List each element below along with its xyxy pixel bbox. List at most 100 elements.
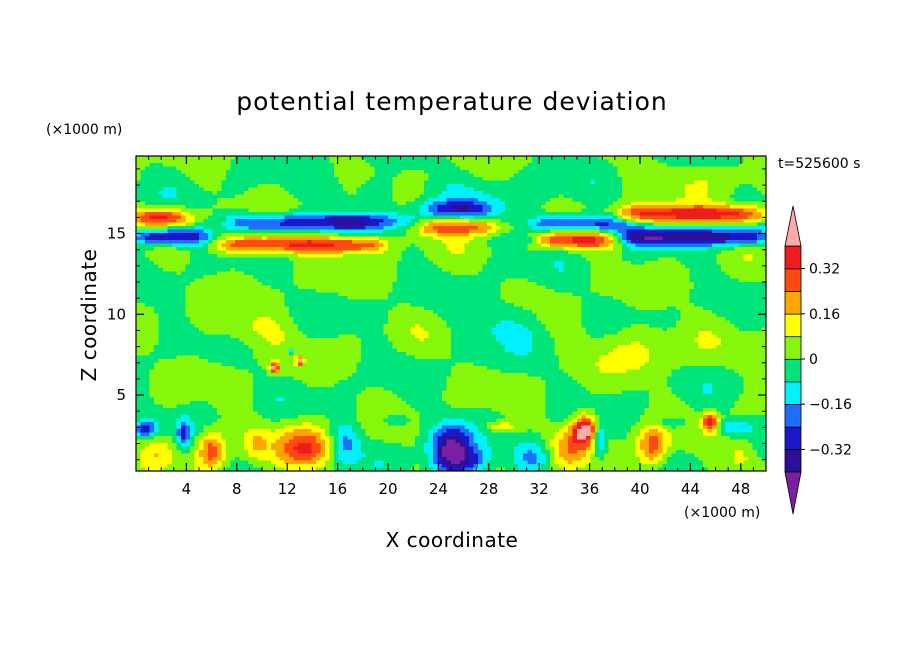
heatmap-cell	[451, 327, 493, 332]
heatmap-cell	[433, 453, 439, 458]
heatmap-cell	[491, 446, 515, 451]
heatmap-cell	[347, 191, 358, 196]
heatmap-cell	[469, 450, 475, 455]
heatmap-cell	[235, 194, 295, 199]
heatmap-cell	[680, 397, 740, 402]
heatmap-cell	[725, 422, 749, 427]
heatmap-cell	[640, 460, 659, 465]
heatmap-cell	[595, 446, 601, 451]
heatmap-cell	[221, 443, 227, 448]
heatmap-cell	[496, 418, 551, 423]
heatmap-cell	[410, 219, 421, 224]
heatmap-cell	[478, 457, 484, 462]
heatmap-cell	[194, 443, 200, 448]
heatmap-cell	[613, 215, 619, 220]
heatmap-cell	[437, 467, 448, 471]
heatmap-cell	[383, 464, 416, 469]
heatmap-cell	[145, 250, 191, 255]
heatmap-cell	[334, 446, 340, 451]
heatmap-cell	[208, 432, 223, 437]
heatmap-cell	[343, 439, 353, 444]
heatmap-cell	[586, 464, 664, 469]
heatmap-cell	[586, 415, 596, 420]
heatmap-cell	[262, 436, 281, 441]
heatmap-cell	[550, 240, 574, 245]
heatmap-cell	[190, 415, 223, 420]
heatmap-cell	[208, 233, 214, 238]
heatmap-cell	[433, 439, 439, 444]
heatmap-cell	[136, 226, 169, 231]
heatmap-cell	[262, 236, 268, 241]
y-tick-label: 5	[116, 386, 126, 404]
heatmap-cell	[451, 338, 497, 343]
x-tick-label: 8	[232, 480, 242, 498]
heatmap-cell	[194, 464, 209, 469]
heatmap-cell	[275, 369, 281, 374]
heatmap-cell	[356, 366, 452, 371]
heatmap-cell	[329, 439, 335, 444]
heatmap-cell	[253, 443, 268, 448]
heatmap-cell	[356, 415, 389, 420]
heatmap-cell	[203, 331, 259, 336]
heatmap-cell	[383, 327, 412, 332]
heatmap-cell	[509, 177, 623, 182]
heatmap-cell	[676, 306, 704, 311]
heatmap-cell	[176, 418, 191, 423]
heatmap-cell	[451, 355, 560, 360]
heatmap-cell	[154, 306, 187, 311]
heatmap-cell	[316, 289, 394, 294]
heatmap-cell	[487, 366, 560, 371]
heatmap-cell	[383, 418, 412, 423]
heatmap-cell	[136, 345, 155, 350]
heatmap-cell	[532, 429, 560, 434]
heatmap-cell	[388, 334, 416, 339]
heatmap-cell	[248, 429, 272, 434]
heatmap-cell	[244, 436, 254, 441]
heatmap-cell	[176, 422, 182, 427]
heatmap-cell	[325, 215, 371, 220]
heatmap-cell	[487, 460, 515, 465]
heatmap-cell	[559, 453, 587, 458]
heatmap-cell	[275, 397, 286, 402]
heatmap-cell	[379, 240, 389, 245]
heatmap-cell	[437, 313, 538, 318]
heatmap-cell	[226, 177, 340, 182]
heatmap-cell	[154, 429, 160, 434]
heatmap-cell	[734, 453, 745, 458]
heatmap-cell	[563, 194, 623, 199]
heatmap-cell	[644, 226, 766, 231]
heatmap-cell	[527, 278, 592, 283]
heatmap-cell	[613, 296, 691, 301]
heatmap-cell	[451, 373, 529, 378]
heatmap-cell	[136, 359, 160, 364]
heatmap-cell	[644, 432, 664, 437]
heatmap-cell	[541, 450, 551, 455]
heatmap-cell	[136, 327, 160, 332]
heatmap-cell	[329, 429, 340, 434]
heatmap-cell	[271, 362, 277, 367]
heatmap-cell	[280, 341, 362, 346]
heatmap-cell	[739, 243, 766, 248]
heatmap-cell	[541, 320, 583, 325]
heatmap-cell	[689, 289, 766, 294]
heatmap-cell	[383, 219, 398, 224]
heatmap-cell	[631, 233, 731, 238]
heatmap-cell	[527, 247, 565, 252]
heatmap-cell	[667, 383, 704, 388]
heatmap-cell	[208, 236, 214, 241]
heatmap-cell	[136, 432, 142, 437]
x-tick-label: 32	[530, 480, 549, 498]
heatmap-cell	[356, 369, 452, 374]
heatmap-cell	[671, 373, 740, 378]
heatmap-cell	[626, 219, 637, 224]
heatmap-cell	[563, 436, 569, 441]
heatmap-cell	[181, 215, 187, 220]
heatmap-cell	[248, 226, 335, 231]
heatmap-cell	[415, 439, 430, 444]
heatmap-cell	[181, 422, 187, 427]
heatmap-cell	[581, 299, 623, 304]
heatmap-cell	[491, 236, 533, 241]
heatmap-cell	[703, 205, 731, 210]
heatmap-cell	[532, 236, 538, 241]
heatmap-cell	[181, 425, 187, 430]
